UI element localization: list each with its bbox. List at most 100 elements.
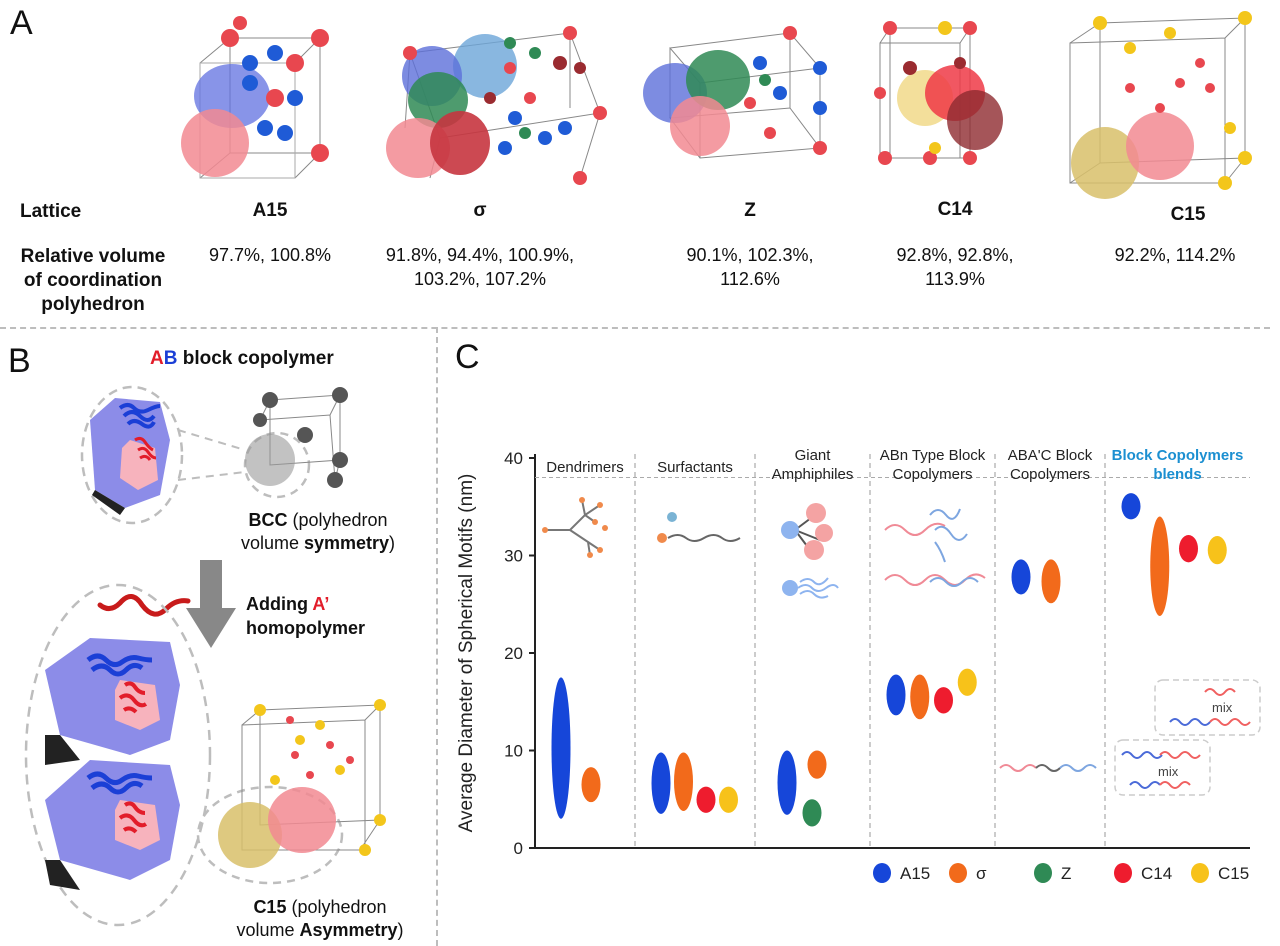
phase-marks [551,493,1227,827]
sigma-lattice-illustration [386,26,607,185]
phase-mark-sigma [581,767,601,803]
adding-homopolymer-label: Adding A’ homopolymer [246,592,365,640]
phase-mark-a15 [886,674,906,716]
phase-mark-z [802,799,822,827]
phase-mark-a15 [1121,493,1141,520]
legend-label: C14 [1141,864,1172,883]
block-a-letter: A [150,348,164,369]
volume-line: 91.8%, 94.4%, 100.9%, [385,245,575,265]
y-tick-label: 0 [514,839,523,858]
c15-lattice-illustration [1069,11,1252,199]
phase-mark-a15 [1011,559,1031,595]
panel-b-illustration [24,385,386,927]
bcc-caption-text: volume [240,533,299,553]
bcc-caption-text: ) [389,533,396,553]
adding-text: Adding [246,594,308,614]
block-b-letter: B [163,348,178,369]
phase-mark-sigma [1150,516,1170,616]
phase-mark-c15 [719,786,738,813]
lattice-name-a15: A15 [252,200,288,221]
category-labels: Dendrimers Surfactants Giant Amphiphiles ABn… [546,447,1243,483]
phase-mark-a15 [777,750,797,815]
legend-swatch-z [1034,863,1052,883]
volume-line: 103.2%, 107.2% [413,269,547,289]
legend-swatch-a15 [873,863,891,883]
volume-c15: 92.2%, 114.2% [1090,243,1260,267]
phase-mark-a15 [551,677,571,819]
motif-diameter-chart: 0 10 20 30 40 Average Diameter of Spherical M… [456,447,1261,883]
a15-lattice-illustration [181,16,329,179]
y-tick-label: 20 [504,644,523,663]
mix-note: mix [1212,700,1233,715]
volume-a15: 97.7%, 100.8% [185,243,355,267]
phase-mark-sigma [674,752,693,811]
category-label: Copolymers [1010,466,1090,483]
volume-line: 97.7%, 100.8% [208,245,332,265]
chart-axes: 0 10 20 30 40 Average Diameter of Spherical M… [456,449,1250,858]
c15-caption-text: volume [236,920,295,940]
category-label: Block Copolymers [1112,447,1244,464]
category-label: Amphiphiles [772,466,854,483]
bcc-caption: BCC (polyhedron volume symmetry) [218,509,418,555]
lattice-name-c15: C15 [1170,204,1206,225]
category-label: Surfactants [657,459,733,476]
panel-b-letter: B [8,342,31,380]
c15-caption: C15 (polyhedron volume Asymmetry) [215,896,425,942]
c15-caption-text: ) [397,920,404,940]
relative-volume-label-line: polyhedron [41,294,145,315]
legend-label: A15 [900,864,930,883]
phase-mark-sigma [807,750,827,779]
chart-legend: A15 σ Z C14 C15 [873,863,1249,883]
y-tick-label: 40 [504,449,523,468]
panel-divider-vertical [436,327,438,946]
volume-line: 92.8%, 92.8%, [896,245,1014,265]
panel-a-letter: A [10,4,33,42]
volume-sigma: 91.8%, 94.4%, 100.9%, 103.2%, 107.2% [370,243,590,291]
legend-label: Z [1061,864,1071,883]
category-dividers [634,454,1106,848]
lattice-structures-illustration [181,11,1252,199]
lattice-name-sigma: σ [473,200,487,221]
volume-line: 90.1%, 102.3%, [686,245,814,265]
category-label: Copolymers [892,466,972,483]
relative-volume-label: Relative volume of coordination polyhedr… [8,245,178,317]
phase-mark-sigma [1041,559,1061,604]
phase-mark-c14 [934,687,953,714]
molecule-illustrations: mix mix [542,497,1261,796]
y-tick-label: 10 [504,742,523,761]
category-label: Dendrimers [546,459,624,476]
lattice-row-label: Lattice [20,201,82,222]
volume-c14: 92.8%, 92.8%, 113.9% [870,243,1040,291]
bcc-caption-text: (polyhedron [292,510,388,530]
legend-swatch-c15 [1191,863,1209,883]
phase-mark-c14 [696,786,716,813]
asymmetry-label: Asymmetry [299,920,398,940]
legend-swatch-sigma [949,863,967,883]
lattice-name-c14: C14 [937,199,973,220]
phase-mark-a15 [651,752,671,814]
c14-lattice-illustration [874,21,1003,165]
phase-mark-c15 [1207,536,1227,565]
phase-mark-c14 [1179,535,1198,563]
category-label: ABn Type Block [880,447,986,464]
category-label: Giant [795,447,832,464]
panel-c-letter: C [455,338,480,376]
bcc-label: BCC [248,510,288,530]
relative-volume-label-line: of coordination [23,270,163,291]
lattice-name-z: Z [744,200,756,221]
volume-line: 92.2%, 114.2% [1114,245,1236,265]
panel-divider-horizontal [0,327,1270,329]
volume-z: 90.1%, 102.3%, 112.6% [660,243,840,291]
mix-note: mix [1158,764,1179,779]
legend-swatch-c14 [1114,863,1132,883]
legend-label: C15 [1218,864,1249,883]
c15-caption-text: (polyhedron [291,897,387,917]
relative-volume-label-line: Relative volume [20,246,166,267]
ab-block-copolymer-title: AB block copolymer [150,348,334,370]
phase-mark-c15 [957,668,977,696]
block-copolymer-text: block copolymer [182,348,334,369]
z-lattice-illustration [643,26,827,159]
volume-line: 112.6% [720,269,780,289]
volume-line: 113.9% [925,269,985,289]
symmetry-label: symmetry [303,533,390,553]
